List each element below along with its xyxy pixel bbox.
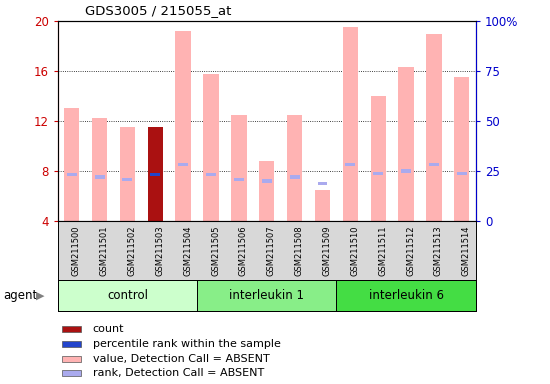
Text: interleukin 6: interleukin 6 — [368, 289, 444, 302]
Text: GSM211503: GSM211503 — [155, 225, 164, 276]
Bar — [259, 161, 274, 221]
Bar — [206, 173, 216, 176]
Bar — [231, 115, 246, 221]
Text: interleukin 1: interleukin 1 — [229, 289, 304, 302]
Bar — [58, 280, 197, 311]
Bar — [197, 280, 337, 311]
Bar — [337, 280, 476, 311]
Text: GSM211507: GSM211507 — [267, 225, 276, 276]
Bar — [262, 179, 272, 183]
Bar — [343, 27, 358, 221]
Bar — [64, 109, 79, 221]
Text: GSM211510: GSM211510 — [350, 225, 359, 276]
Bar — [92, 118, 107, 221]
Bar — [398, 67, 414, 221]
Bar — [123, 178, 133, 181]
Text: control: control — [107, 289, 148, 302]
Bar — [317, 182, 327, 185]
Text: ▶: ▶ — [36, 291, 44, 301]
Text: GSM211508: GSM211508 — [295, 225, 304, 276]
Bar — [287, 115, 303, 221]
Bar — [67, 173, 76, 176]
Text: GDS3005 / 215055_at: GDS3005 / 215055_at — [85, 4, 232, 17]
Bar — [457, 172, 467, 175]
Text: GSM211509: GSM211509 — [322, 225, 332, 276]
Text: percentile rank within the sample: percentile rank within the sample — [92, 339, 280, 349]
Bar — [429, 163, 439, 166]
Bar — [147, 127, 163, 221]
Bar — [62, 370, 80, 376]
Bar — [95, 175, 104, 179]
Text: GSM211512: GSM211512 — [406, 225, 415, 276]
Bar — [204, 74, 219, 221]
Text: agent: agent — [3, 289, 37, 302]
Bar — [373, 172, 383, 175]
Bar — [178, 163, 188, 166]
Bar — [345, 163, 355, 166]
Bar — [120, 127, 135, 221]
Bar — [426, 34, 442, 221]
Bar — [175, 31, 191, 221]
Text: GSM211505: GSM211505 — [211, 225, 220, 276]
Bar — [234, 178, 244, 181]
Bar — [62, 326, 80, 333]
Bar — [371, 96, 386, 221]
Text: GSM211514: GSM211514 — [462, 225, 471, 276]
Text: GSM211501: GSM211501 — [100, 225, 108, 276]
Bar — [62, 356, 80, 362]
Text: GSM211513: GSM211513 — [434, 225, 443, 276]
Bar — [401, 169, 411, 173]
Bar — [454, 77, 470, 221]
Bar — [62, 341, 80, 347]
Text: GSM211502: GSM211502 — [128, 225, 136, 276]
Text: value, Detection Call = ABSENT: value, Detection Call = ABSENT — [92, 354, 270, 364]
Text: GSM211511: GSM211511 — [378, 225, 387, 276]
Bar — [315, 190, 330, 221]
Text: GSM211500: GSM211500 — [72, 225, 81, 276]
Bar — [150, 173, 160, 176]
Text: rank, Detection Call = ABSENT: rank, Detection Call = ABSENT — [92, 368, 264, 378]
Text: count: count — [92, 324, 124, 334]
Text: GSM211504: GSM211504 — [183, 225, 192, 276]
Text: GSM211506: GSM211506 — [239, 225, 248, 276]
Bar — [290, 175, 300, 179]
